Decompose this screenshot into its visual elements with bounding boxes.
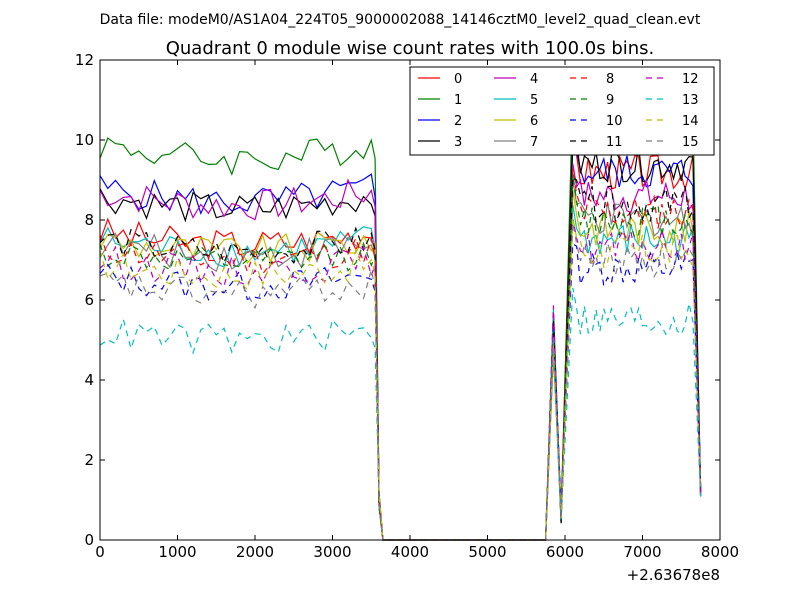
legend-label-10: 10 [606,114,623,129]
series-line-8 [99,169,702,541]
legend-label-2: 2 [454,114,462,129]
x-tick-label: 0 [95,543,105,561]
x-axis-offset-label: +2.63678e8 [627,566,720,584]
axis-ticks: 0 1000 2000 3000 4000 5000 6000 7000 80000246810… [75,51,739,561]
series-line-9 [99,174,702,541]
x-tick-label: 2000 [236,543,274,561]
legend-label-14: 14 [682,114,699,129]
series-layer [99,89,702,541]
legend-box [409,66,715,156]
y-tick-label: 0 [84,531,94,549]
x-tick-label: 1000 [158,543,196,561]
series-line-12 [99,218,702,541]
series-line-7 [99,179,702,541]
y-tick-label: 12 [75,51,94,69]
legend-label-15: 15 [682,135,699,150]
x-tick-label: 6000 [546,543,584,561]
legend-label-12: 12 [682,72,699,87]
legend-label-7: 7 [530,135,538,150]
x-tick-label: 4000 [391,543,429,561]
series-line-10 [99,242,702,541]
x-tick-label: 7000 [623,543,661,561]
legend-label-4: 4 [530,72,538,87]
series-line-14 [99,217,702,541]
x-tick-label: 3000 [313,543,351,561]
y-tick-label: 10 [75,131,94,149]
x-tick-label: 8000 [701,543,739,561]
series-line-3 [99,132,702,541]
legend-label-13: 13 [682,93,699,108]
legend-label-5: 5 [530,93,538,108]
y-tick-label: 6 [84,291,94,309]
chart-title: Quadrant 0 module wise count rates with … [166,38,655,59]
series-line-13 [99,287,702,541]
legend-label-1: 1 [454,93,462,108]
chart-suptitle: Data file: modeM0/AS1A04_224T05_90000020… [100,12,701,28]
y-tick-label: 8 [84,211,94,229]
legend-label-3: 3 [454,135,462,150]
y-tick-label: 2 [84,451,94,469]
series-line-6 [99,190,702,541]
y-tick-label: 4 [84,371,94,389]
legend-label-9: 9 [606,93,614,108]
series-line-15 [99,222,702,541]
series-line-0 [99,126,702,541]
legend-label-11: 11 [606,135,623,150]
series-line-5 [99,204,702,541]
legend-label-0: 0 [454,72,462,87]
x-tick-label: 5000 [468,543,506,561]
legend-label-8: 8 [606,72,614,87]
legend-label-6: 6 [530,114,538,129]
